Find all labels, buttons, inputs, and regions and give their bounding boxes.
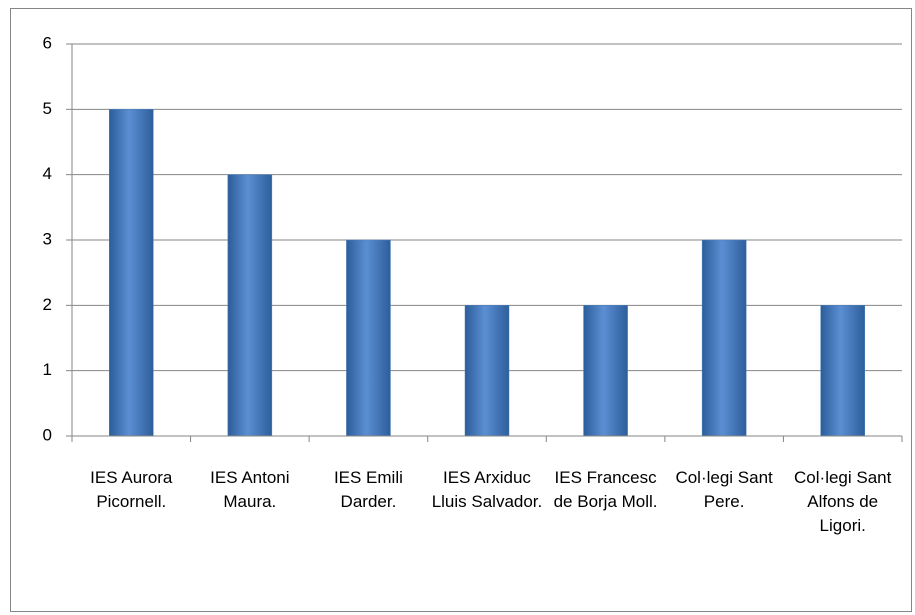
x-tick-label: IES Aurora Picornell. bbox=[90, 468, 173, 511]
bar bbox=[464, 305, 510, 437]
x-tick-label: IES Francesc de Borja Moll. bbox=[553, 468, 658, 511]
y-tick-label: 4 bbox=[43, 164, 52, 183]
x-tick-label: Col·legi Sant Pere. bbox=[675, 468, 773, 511]
y-tick-label: 3 bbox=[43, 229, 52, 248]
x-tick-label: IES Antoni Maura. bbox=[210, 468, 290, 511]
y-tick-label: 2 bbox=[43, 295, 52, 314]
x-tick-label: Col·legi Sant Alfons de Ligori. bbox=[794, 468, 892, 535]
bar bbox=[346, 239, 391, 437]
y-tick-label: 6 bbox=[43, 33, 52, 52]
bar bbox=[227, 174, 273, 437]
bar bbox=[583, 305, 628, 437]
y-tick-label: 5 bbox=[43, 99, 52, 118]
y-tick-label: 0 bbox=[43, 425, 52, 444]
y-tick-label: 1 bbox=[43, 360, 52, 379]
bar bbox=[701, 239, 747, 437]
x-tick-label: IES Emili Darder. bbox=[333, 468, 403, 511]
bar bbox=[820, 305, 865, 437]
bar bbox=[109, 109, 154, 437]
x-tick-label: IES Arxiduc Lluis Salvador. bbox=[431, 468, 543, 511]
